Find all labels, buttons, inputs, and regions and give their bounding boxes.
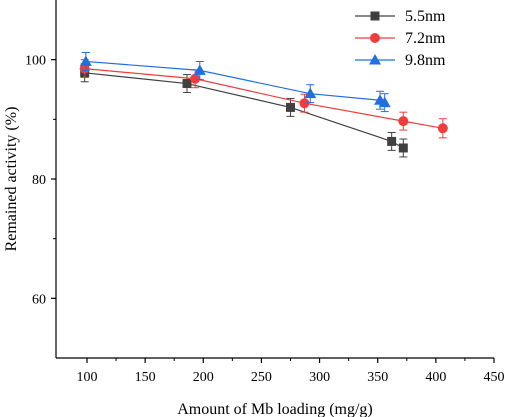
legend-marker [370, 33, 380, 43]
series-0 [80, 63, 408, 158]
legend: 5.5nm 7.2nm 9.8nm [355, 8, 446, 69]
x-tick-label: 400 [425, 370, 446, 385]
legend-marker [369, 54, 381, 65]
data-point [286, 102, 295, 112]
y-tick-label: 100 [25, 54, 46, 69]
ticks: 100 150 200 250 300 350 400 450 60 80 100 [25, 54, 505, 385]
data-point [79, 55, 92, 66]
x-tick-label: 300 [309, 370, 330, 385]
data-point [299, 98, 310, 109]
data-point [387, 136, 397, 146]
y-tick-label: 60 [32, 292, 46, 307]
data-point [190, 73, 201, 84]
x-tick-label: 200 [193, 370, 214, 385]
x-axis-title: Amount of Mb loading (mg/g) [177, 401, 373, 417]
series-line [84, 72, 404, 149]
data-point [182, 79, 192, 89]
x-tick-label: 350 [367, 370, 388, 385]
data-point [398, 143, 408, 153]
legend-label: 9.8nm [405, 52, 446, 69]
data-point [79, 63, 90, 74]
series-line [85, 60, 385, 104]
y-axis-title: Remained activity (%) [3, 107, 20, 252]
series-line [84, 68, 443, 129]
series-2 [79, 52, 391, 113]
x-tick-label: 450 [484, 370, 505, 385]
plot-area [79, 52, 448, 158]
legend-marker [370, 11, 380, 21]
x-tick-label: 250 [251, 370, 272, 385]
data-point [378, 96, 391, 108]
data-point [437, 123, 448, 134]
series-1 [79, 59, 448, 139]
data-point [398, 116, 409, 127]
y-tick-label: 80 [32, 173, 46, 188]
x-tick-label: 100 [77, 370, 98, 385]
data-point [304, 87, 317, 99]
data-point [193, 64, 206, 75]
x-tick-label: 150 [135, 370, 156, 385]
legend-label: 7.2nm [405, 30, 446, 47]
legend-label: 5.5nm [405, 8, 446, 25]
